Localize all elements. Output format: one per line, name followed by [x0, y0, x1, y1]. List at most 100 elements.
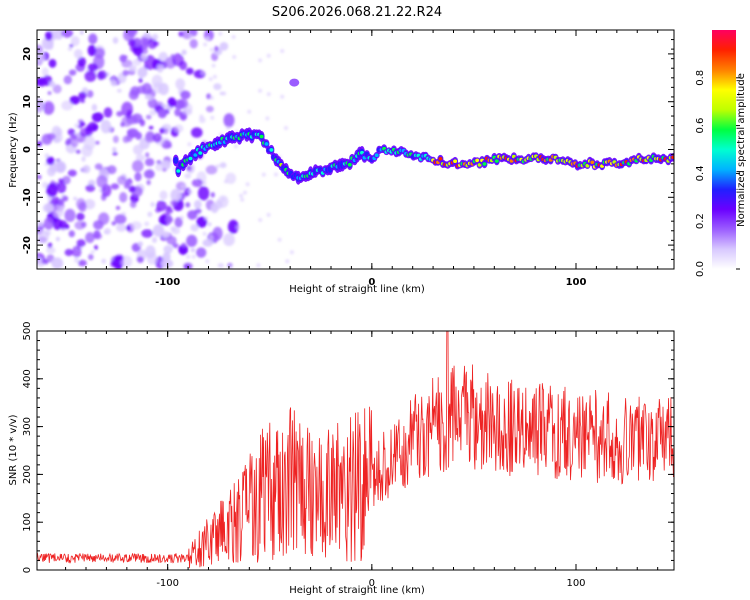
noise-blob [161, 103, 167, 108]
x-tick-label: 100 [566, 578, 585, 589]
colorbar: 0.0 0.2 0.4 0.6 0.8 Normalized spectral ampl… [695, 30, 747, 277]
snr-xlabel: Height of straight line (km) [289, 585, 425, 596]
spectrogram-x-ticks: -100 0 100 [65, 30, 659, 288]
noise-blob [64, 248, 74, 257]
noise-blob [73, 49, 83, 59]
x-tick-label: 0 [368, 277, 375, 288]
x-tick-label: 0 [369, 578, 375, 589]
noise-blob [205, 165, 218, 175]
noise-blob [85, 184, 96, 192]
noise-blob [70, 36, 80, 47]
noise-blob [146, 252, 158, 265]
noise-blob [191, 178, 203, 188]
noise-blob [110, 79, 117, 87]
noise-speck [209, 47, 214, 52]
ridge-core [347, 162, 352, 167]
noise-blob [93, 220, 104, 230]
noise-blob [106, 165, 117, 175]
noise-blob [91, 103, 98, 112]
noise-speck [285, 259, 290, 264]
ridge-core [482, 162, 487, 166]
noise-blob [159, 127, 165, 134]
snr-line [37, 331, 674, 569]
noise-speck [235, 225, 240, 230]
noise-blob [83, 135, 96, 151]
noise-blob [94, 245, 98, 250]
noise-blob [46, 156, 55, 165]
noise-blob [81, 156, 86, 162]
noise-blob [147, 211, 153, 217]
noise-speck [188, 189, 193, 194]
noise-blob [132, 58, 142, 66]
noise-blob [90, 250, 95, 254]
noise-blob [123, 30, 135, 42]
noise-blob [76, 198, 86, 210]
noise-blob [87, 44, 97, 57]
snr-series [37, 331, 674, 569]
noise-speck [266, 212, 271, 217]
noise-speck [200, 71, 205, 75]
noise-blob [190, 248, 196, 253]
noise-speck [205, 259, 210, 264]
noise-blob [115, 205, 121, 210]
noise-speck [208, 77, 213, 82]
noise-blob [180, 90, 191, 100]
noise-blob [194, 208, 202, 214]
noise-blob [143, 169, 155, 179]
noise-blob [69, 44, 74, 48]
noise-blob [122, 135, 130, 143]
noise-blob [130, 221, 142, 230]
noise-blob [126, 109, 133, 116]
noise-blob [223, 113, 235, 128]
noise-blob [157, 109, 167, 119]
noise-speck [258, 58, 263, 63]
noise-blob [51, 257, 64, 269]
noise-speck [182, 107, 187, 112]
noise-blob [79, 30, 84, 35]
noise-blob [94, 163, 103, 170]
noise-blob [138, 77, 143, 84]
noise-blob [144, 158, 155, 167]
noise-speck [231, 35, 236, 39]
ridge-core [671, 155, 674, 160]
noise-blob [180, 113, 187, 121]
noise-blob [81, 221, 87, 228]
noise-blob [103, 107, 113, 118]
noise-blob [117, 175, 127, 185]
noise-blob [156, 200, 167, 212]
noise-blob [111, 221, 117, 226]
noise-blob [143, 32, 151, 39]
noise-blob [116, 223, 127, 232]
noise-speck [261, 172, 266, 177]
noise-blob [63, 75, 72, 85]
colorbar-tick-label: 0.6 [695, 118, 706, 134]
noise-speck [202, 231, 207, 236]
noise-speck [274, 172, 278, 177]
noise-speck [258, 88, 263, 93]
noise-blob [82, 165, 91, 174]
noise-blob [48, 59, 57, 68]
noise-blob [55, 128, 63, 137]
noise-blob [68, 230, 76, 238]
noise-blob [110, 261, 116, 267]
noise-blob [187, 210, 198, 220]
noise-blob [119, 192, 128, 203]
noise-speck [212, 74, 217, 79]
noise-blob [120, 122, 125, 127]
noise-blob [159, 190, 168, 200]
noise-blob [173, 124, 184, 133]
noise-blob [167, 97, 176, 108]
colorbar-tick-label: 0.2 [695, 213, 706, 229]
noise-blob [84, 199, 96, 210]
y-tick-label: 20 [22, 47, 33, 61]
noise-blob [128, 39, 136, 47]
noise-blob [140, 54, 147, 60]
noise-blob [174, 217, 183, 228]
noise-blob [43, 203, 55, 213]
noise-speck [245, 182, 250, 187]
noise-blob [128, 89, 139, 100]
noise-blob [207, 222, 212, 227]
noise-blob [165, 205, 172, 210]
noise-blob [170, 200, 178, 206]
